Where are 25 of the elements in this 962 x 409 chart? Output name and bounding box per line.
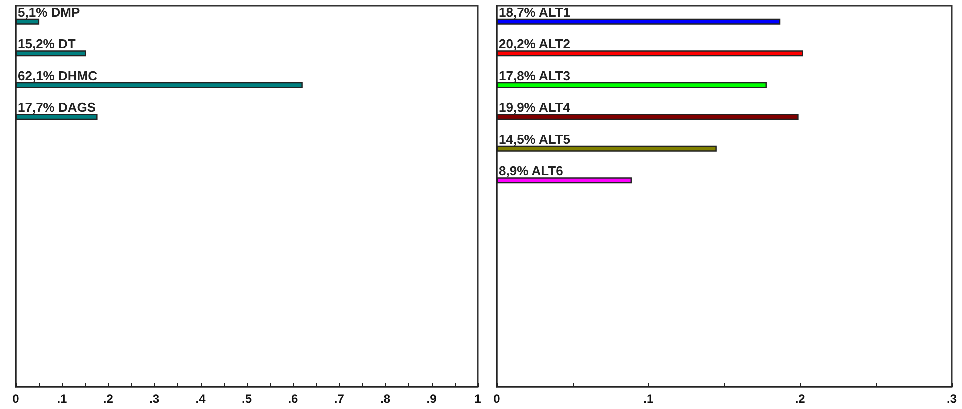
data-label: 17,7% DAGS	[18, 100, 96, 116]
data-label: 20,2% ALT2	[499, 36, 571, 52]
x-tick-label: 0	[494, 392, 501, 406]
data-label: 17,8% ALT3	[499, 68, 571, 84]
x-tick-label: .7	[334, 392, 345, 406]
x-tick-label: .2	[103, 392, 114, 406]
x-tick-label: .6	[288, 392, 299, 406]
x-tick-label: .8	[380, 392, 391, 406]
data-label: 5,1% DMP	[18, 4, 80, 20]
data-label: 15,2% DT	[18, 36, 76, 52]
data-label: 18,7% ALT1	[499, 4, 571, 20]
data-label: 19,9% ALT4	[499, 100, 572, 116]
x-tick-label: .9	[426, 392, 438, 406]
data-label: 14,5% ALT5	[499, 132, 571, 147]
x-tick-label: .2	[795, 392, 806, 406]
x-tick-label: .3	[150, 392, 160, 406]
x-tick-label: 0	[12, 392, 20, 406]
x-tick-label: .5	[242, 392, 252, 406]
data-label: 8,9% ALT6	[499, 164, 564, 179]
x-tick-label: .1	[644, 392, 654, 406]
x-tick-label: .3	[946, 392, 958, 406]
x-tick-label: 1	[474, 392, 482, 406]
x-tick-label: .1	[57, 392, 68, 406]
data-label: 62,1% DHMC	[18, 68, 98, 84]
x-tick-label: .4	[196, 392, 206, 406]
